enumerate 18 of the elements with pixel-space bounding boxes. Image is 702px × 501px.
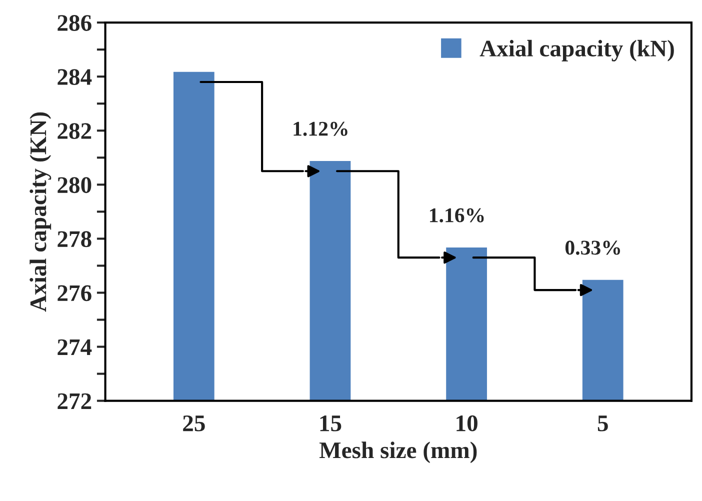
y-tick-label: 280 (58, 177, 92, 194)
y-axis-title: Axial capacity (KN) (30, 112, 52, 312)
y-tick-label: 278 (58, 231, 92, 248)
y-tick-label: 272 (58, 393, 92, 409)
annotation: 1.16% (430, 208, 484, 222)
y-tick-label: 276 (58, 285, 92, 302)
x-tick-label: 15 (320, 415, 342, 432)
y-tick-label: 274 (58, 339, 92, 355)
annotation: 0.33% (565, 240, 620, 255)
legend-label: Axial capacity (kN) (480, 40, 674, 62)
x-tick-label: 10 (456, 415, 478, 432)
x-tick-label: 5 (598, 416, 608, 432)
y-tick-label: 286 (58, 15, 92, 31)
y-tick-label: 284 (58, 69, 92, 86)
annotation: 1.12% (294, 122, 348, 136)
y-tick-label: 282 (58, 123, 92, 140)
x-tick-label: 25 (183, 415, 205, 432)
x-axis-title: Mesh size (mm) (319, 442, 477, 464)
